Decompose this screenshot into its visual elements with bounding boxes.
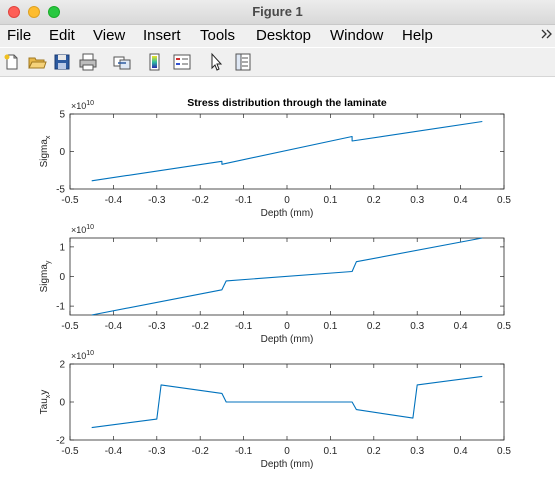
y-axis-label: Sigmay (39, 260, 52, 292)
y-axis-label-subscript: x (45, 135, 52, 139)
series-line-1 (91, 375, 483, 429)
new-figure-icon[interactable] (2, 52, 22, 72)
axes-box (69, 113, 505, 190)
y-tick-label: 5 (59, 110, 65, 121)
x-tick-label: -0.1 (235, 321, 253, 332)
figure-plot-area: -0.5 -0.4 -0.3 -0.2 -0.1 0 0.1 0.2 0.3 0.4 0.5 -5 0 5… (39, 97, 511, 470)
y-exponent-label: ×1010 (71, 350, 94, 361)
property-inspector-icon[interactable] (233, 52, 253, 72)
y-axis-label-tail: y (39, 390, 50, 395)
series-line-1 (91, 237, 483, 316)
menu-edit[interactable]: Edit (49, 27, 75, 44)
insert-colorbar-icon[interactable] (146, 52, 166, 72)
x-tick-label: -0.1 (235, 446, 253, 457)
menu-bar: File Edit View Insert Tools Desktop Wind… (0, 25, 555, 47)
insert-legend-icon[interactable] (172, 52, 192, 72)
y-axis-label: Sigmax (39, 135, 52, 167)
menu-tools[interactable]: Tools (200, 27, 236, 44)
menu-insert[interactable]: Insert (143, 27, 181, 44)
link-plot-icon[interactable] (112, 52, 132, 72)
figure-canvas: -0.5 -0.4 -0.3 -0.2 -0.1 0 0.1 0.2 0.3 0.4 0.5 -5 0 5… (0, 77, 555, 493)
x-tick-label: 0.1 (323, 195, 337, 206)
y-exponent-base: ×10 (71, 225, 86, 235)
x-tick-label: 0.1 (323, 446, 337, 457)
x-tick-label: 0.3 (410, 446, 424, 457)
y-axis-label: Tauxy (39, 390, 52, 415)
pointer-icon[interactable] (206, 52, 226, 72)
y-axis-label-subscript: y (45, 260, 52, 264)
y-axis-label-main: Sigma (39, 264, 50, 293)
y-tick-label: -1 (56, 302, 65, 313)
print-icon[interactable] (78, 52, 98, 72)
y-axis-label-main: Tau (39, 398, 50, 414)
x-tick-label: 0.2 (367, 195, 381, 206)
window-titlebar: Figure 1 (0, 0, 555, 25)
x-tick-label: 0 (284, 446, 290, 457)
x-tick-label: 0 (284, 321, 290, 332)
x-tick-label: -0.5 (61, 195, 79, 206)
y-tick-label: 0 (59, 147, 65, 158)
x-tick-label: 0.5 (497, 195, 511, 206)
y-axis-label-subscript: x (45, 394, 52, 398)
x-tick-label: 0.3 (410, 321, 424, 332)
y-exponent-base: ×10 (71, 351, 86, 361)
x-tick-label: 0.4 (454, 321, 468, 332)
x-tick-label: 0.1 (323, 321, 337, 332)
x-tick-label: 0.4 (454, 446, 468, 457)
x-tick-label: -0.1 (235, 195, 253, 206)
y-exponent-label: ×1010 (71, 100, 94, 111)
y-exponent-power: 10 (86, 224, 94, 231)
save-icon[interactable] (52, 52, 72, 72)
x-tick-label: -0.4 (105, 446, 123, 457)
x-tick-label: -0.2 (192, 195, 210, 206)
x-axis-label: Depth (mm) (261, 459, 314, 470)
x-tick-label: -0.3 (148, 446, 166, 457)
x-tick-label: 0.5 (497, 321, 511, 332)
x-tick-label: 0 (284, 195, 290, 206)
x-tick-label: 0.4 (454, 195, 468, 206)
x-axis-label: Depth (mm) (261, 208, 314, 219)
series-line-1 (91, 120, 483, 182)
y-tick-label: 2 (59, 360, 65, 371)
subplot-3: -0.5 -0.4 -0.3 -0.2 -0.1 0 0.1 0.2 0.3 0.4 0.5 -2 0 2… (39, 350, 511, 470)
menu-help[interactable]: Help (402, 27, 433, 44)
menu-window[interactable]: Window (330, 27, 384, 44)
y-tick-label: 0 (59, 272, 65, 283)
zoom-window-button[interactable] (48, 6, 60, 18)
menu-desktop[interactable]: Desktop (256, 27, 312, 44)
figure-toolbar (0, 48, 555, 77)
close-window-button[interactable] (8, 6, 20, 18)
y-exponent-power: 10 (86, 100, 94, 107)
y-exponent-power: 10 (86, 350, 94, 357)
x-tick-label: -0.3 (148, 195, 166, 206)
minimize-window-button[interactable] (28, 6, 40, 18)
y-tick-label: -2 (56, 436, 65, 447)
menu-file[interactable]: File (7, 27, 32, 44)
menu-view[interactable]: View (93, 27, 126, 44)
x-tick-label: 0.2 (367, 446, 381, 457)
y-exponent-label: ×1010 (71, 224, 94, 235)
x-tick-label: -0.5 (61, 321, 79, 332)
x-tick-label: -0.3 (148, 321, 166, 332)
x-tick-label: -0.4 (105, 195, 123, 206)
subplot-2: -0.5 -0.4 -0.3 -0.2 -0.1 0 0.1 0.2 0.3 0.4 0.5 -1 0 1… (39, 224, 511, 345)
open-file-icon[interactable] (27, 52, 47, 72)
x-tick-label: 0.2 (367, 321, 381, 332)
x-axis-label: Depth (mm) (261, 334, 314, 345)
subplot-1: -0.5 -0.4 -0.3 -0.2 -0.1 0 0.1 0.2 0.3 0.4 0.5 -5 0 5… (39, 97, 511, 219)
x-tick-label: -0.2 (192, 321, 210, 332)
x-tick-label: -0.4 (105, 321, 123, 332)
y-axis-label-main: Sigma (39, 139, 50, 168)
x-tick-label: -0.5 (61, 446, 79, 457)
y-tick-label: 1 (59, 242, 65, 253)
window-title: Figure 1 (252, 4, 303, 19)
x-tick-label: 0.5 (497, 446, 511, 457)
x-tick-label: -0.2 (192, 446, 210, 457)
x-tick-label: 0.3 (410, 195, 424, 206)
y-tick-label: -5 (56, 185, 65, 196)
y-exponent-base: ×10 (71, 101, 86, 111)
plot-title: Stress distribution through the laminate (187, 97, 387, 109)
menu-overflow-icon[interactable] (541, 29, 553, 42)
y-tick-label: 0 (59, 398, 65, 409)
